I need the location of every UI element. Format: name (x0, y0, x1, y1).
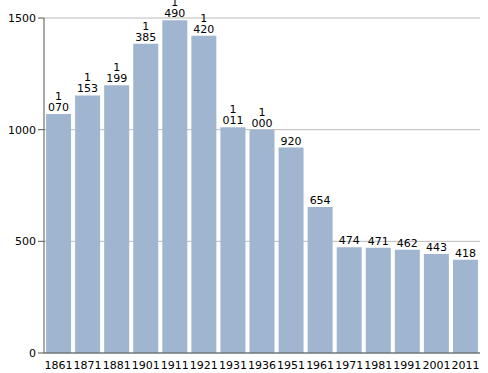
svg-text:2001: 2001 (422, 359, 450, 372)
svg-text:1981: 1981 (364, 359, 392, 372)
svg-text:1951: 1951 (277, 359, 305, 372)
svg-text:1385: 1385 (135, 20, 156, 44)
svg-text:1861: 1861 (45, 359, 73, 372)
svg-text:1936: 1936 (248, 359, 276, 372)
svg-text:1901: 1901 (132, 359, 160, 372)
svg-text:1991: 1991 (393, 359, 421, 372)
svg-text:1000: 1000 (252, 106, 273, 130)
svg-text:418: 418 (455, 247, 476, 260)
svg-text:1000: 1000 (8, 124, 36, 137)
svg-text:1011: 1011 (222, 103, 243, 127)
svg-text:2011: 2011 (451, 359, 479, 372)
svg-text:474: 474 (339, 234, 360, 247)
svg-text:1500: 1500 (8, 12, 36, 25)
svg-text:920: 920 (281, 135, 302, 148)
svg-text:1971: 1971 (335, 359, 363, 372)
svg-text:1871: 1871 (74, 359, 102, 372)
svg-text:1931: 1931 (219, 359, 247, 372)
svg-text:500: 500 (15, 235, 36, 248)
svg-text:1199: 1199 (106, 61, 127, 85)
svg-text:443: 443 (426, 241, 447, 254)
svg-text:462: 462 (397, 237, 418, 250)
svg-text:0: 0 (29, 347, 36, 360)
svg-text:1881: 1881 (103, 359, 131, 372)
svg-text:1911: 1911 (161, 359, 189, 372)
svg-text:1961: 1961 (306, 359, 334, 372)
svg-text:1490: 1490 (164, 0, 185, 20)
svg-text:1921: 1921 (190, 359, 218, 372)
svg-text:1153: 1153 (77, 71, 98, 95)
svg-text:471: 471 (368, 235, 389, 248)
svg-text:654: 654 (310, 194, 331, 207)
svg-text:1070: 1070 (48, 90, 69, 114)
svg-text:1420: 1420 (193, 12, 214, 36)
